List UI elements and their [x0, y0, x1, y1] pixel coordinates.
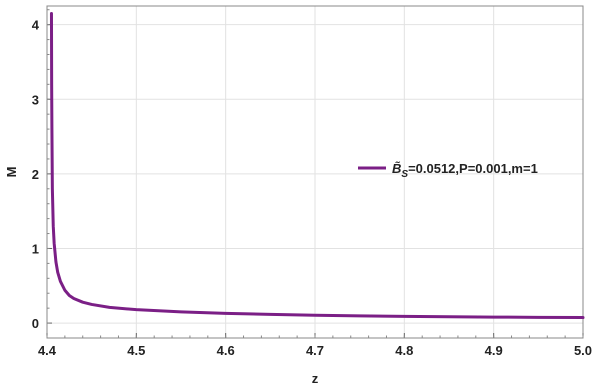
series [49, 11, 585, 320]
legend-symbol: B̃ [392, 161, 401, 176]
ticks: 4.4 4.5 4.6 4.7 4.8 4.9 5.0 0 1 2 3 4 [32, 9, 592, 358]
x-tick-label: 4.5 [127, 343, 145, 358]
legend-rest: =0.0512,P=0.001,m=1 [408, 161, 538, 176]
series-line [49, 11, 585, 320]
x-tick-label: 4.4 [38, 343, 57, 358]
y-tick-label: 1 [32, 241, 39, 256]
x-axis-label: z [312, 371, 319, 386]
x-tick-label: 4.6 [217, 343, 235, 358]
legend-label: B̃S=0.0512,P=0.001,m=1 [392, 161, 538, 180]
legend-subscript: S [401, 169, 408, 180]
x-tick-label: 4.7 [306, 343, 324, 358]
y-axis-label: M [4, 167, 19, 178]
y-tick-label: 2 [32, 167, 39, 182]
y-tick-label: 4 [32, 18, 40, 33]
x-tick-label: 4.8 [395, 343, 413, 358]
y-tick-label: 0 [32, 316, 39, 331]
x-tick-label: 5.0 [574, 343, 592, 358]
x-tick-label: 4.9 [485, 343, 503, 358]
grid [46, 6, 584, 338]
legend: B̃S=0.0512,P=0.001,m=1 [358, 161, 538, 180]
y-tick-label: 3 [32, 92, 39, 107]
